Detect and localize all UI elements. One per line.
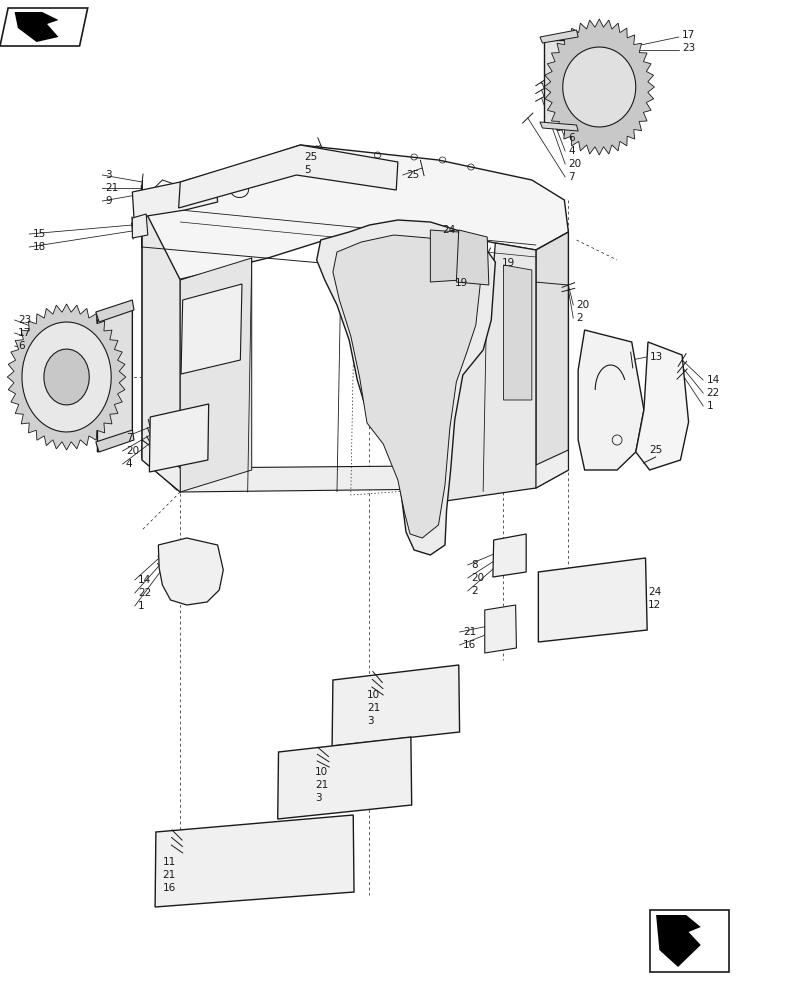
Polygon shape xyxy=(180,258,251,492)
Text: 9: 9 xyxy=(105,196,112,206)
Polygon shape xyxy=(142,205,180,492)
Polygon shape xyxy=(22,322,111,432)
Polygon shape xyxy=(97,305,132,452)
Text: 21: 21 xyxy=(315,780,328,790)
Polygon shape xyxy=(142,205,177,490)
Text: 23: 23 xyxy=(681,43,694,53)
Polygon shape xyxy=(456,230,488,285)
Polygon shape xyxy=(155,815,354,907)
Text: 24: 24 xyxy=(647,587,660,597)
Polygon shape xyxy=(44,349,89,405)
Text: 1: 1 xyxy=(138,601,144,611)
Text: 21: 21 xyxy=(162,870,175,880)
Polygon shape xyxy=(484,605,516,653)
Text: 21: 21 xyxy=(462,627,475,637)
Polygon shape xyxy=(132,214,148,238)
Text: 7: 7 xyxy=(568,172,574,182)
Polygon shape xyxy=(577,330,643,470)
Text: 17: 17 xyxy=(18,328,31,338)
Polygon shape xyxy=(149,404,208,472)
Polygon shape xyxy=(492,534,526,577)
Polygon shape xyxy=(142,145,568,280)
Text: 22: 22 xyxy=(706,388,719,398)
Polygon shape xyxy=(332,665,459,746)
Polygon shape xyxy=(0,8,88,46)
Text: 7: 7 xyxy=(126,433,132,443)
Polygon shape xyxy=(430,230,461,282)
Polygon shape xyxy=(96,430,134,452)
Text: 24: 24 xyxy=(442,225,455,235)
Text: 8: 8 xyxy=(470,560,477,570)
Text: 21: 21 xyxy=(105,183,118,193)
Text: 18: 18 xyxy=(32,242,45,252)
Text: 20: 20 xyxy=(576,300,589,310)
Text: 16: 16 xyxy=(462,640,475,650)
Polygon shape xyxy=(655,915,700,967)
Polygon shape xyxy=(277,737,411,819)
Polygon shape xyxy=(649,910,728,972)
Text: 22: 22 xyxy=(138,588,151,598)
Text: 15: 15 xyxy=(32,229,45,239)
Polygon shape xyxy=(178,145,397,208)
Polygon shape xyxy=(543,19,654,155)
Polygon shape xyxy=(132,172,217,218)
Text: 10: 10 xyxy=(315,767,328,777)
Polygon shape xyxy=(316,220,495,555)
Text: 12: 12 xyxy=(647,600,660,610)
Polygon shape xyxy=(158,538,223,605)
Text: 25: 25 xyxy=(304,152,317,162)
Polygon shape xyxy=(181,284,242,374)
Text: 14: 14 xyxy=(138,575,151,585)
Polygon shape xyxy=(15,12,58,42)
Text: 23: 23 xyxy=(18,315,31,325)
Text: 6: 6 xyxy=(568,133,574,143)
Polygon shape xyxy=(562,47,635,127)
Text: 4: 4 xyxy=(126,459,132,469)
Text: 1: 1 xyxy=(706,401,712,411)
Polygon shape xyxy=(7,304,126,450)
Text: 20: 20 xyxy=(126,446,139,456)
Polygon shape xyxy=(538,558,646,642)
Polygon shape xyxy=(543,40,610,125)
Text: 2: 2 xyxy=(470,586,477,596)
Text: 17: 17 xyxy=(681,30,694,40)
Text: 20: 20 xyxy=(568,159,581,169)
Text: 2: 2 xyxy=(576,313,582,323)
Text: 3: 3 xyxy=(105,170,112,180)
Text: 10: 10 xyxy=(367,690,380,700)
Text: 14: 14 xyxy=(706,375,719,385)
Polygon shape xyxy=(539,122,577,131)
Text: 11: 11 xyxy=(162,857,175,867)
Polygon shape xyxy=(535,232,568,488)
Text: 20: 20 xyxy=(470,573,483,583)
Text: 4: 4 xyxy=(568,146,574,156)
Polygon shape xyxy=(96,300,134,322)
Text: 3: 3 xyxy=(315,793,321,803)
Text: 16: 16 xyxy=(162,883,175,893)
Polygon shape xyxy=(333,235,480,538)
Text: 6: 6 xyxy=(18,341,24,351)
Text: 25: 25 xyxy=(406,170,418,180)
Text: 19: 19 xyxy=(454,278,467,288)
Polygon shape xyxy=(142,440,568,492)
Text: 21: 21 xyxy=(367,703,380,713)
Text: 3: 3 xyxy=(367,716,373,726)
Text: 13: 13 xyxy=(649,352,662,362)
Text: 5: 5 xyxy=(304,165,311,175)
Polygon shape xyxy=(539,30,577,43)
Text: 25: 25 xyxy=(649,445,662,455)
Polygon shape xyxy=(503,265,531,400)
Text: 19: 19 xyxy=(501,258,514,268)
Polygon shape xyxy=(635,342,688,470)
Polygon shape xyxy=(430,243,535,502)
